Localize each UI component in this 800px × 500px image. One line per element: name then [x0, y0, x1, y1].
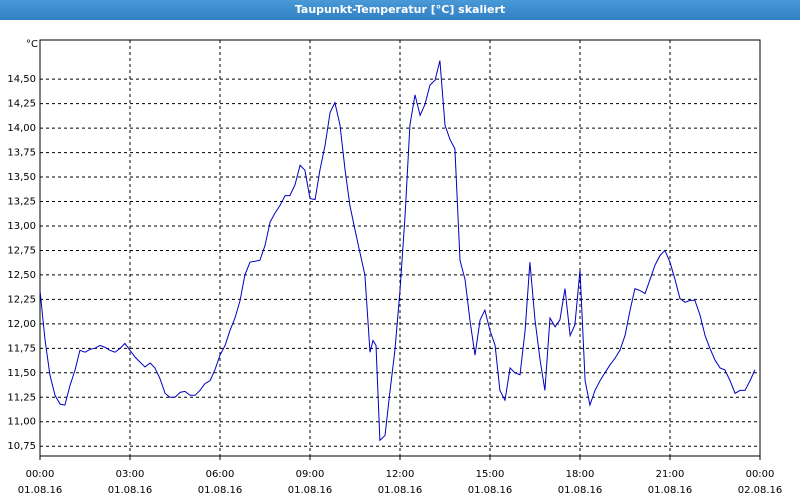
y-unit: °C: [26, 39, 38, 50]
y-tick-label: 11,50: [7, 368, 36, 379]
x-tick-date: 01.08.16: [18, 485, 63, 496]
x-tick-label: 15:00: [476, 469, 505, 480]
x-tick-label: 03:00: [116, 469, 145, 480]
x-tick-label: 21:00: [656, 469, 685, 480]
chart: °C 10,75 11,00 11,25 11,50 11,75 12,00 12,25 12…: [7, 39, 783, 496]
x-tick-date: 01.08.16: [468, 485, 513, 496]
y-tick-label: 13,00: [7, 221, 36, 232]
y-tick-label: 11,25: [7, 392, 36, 403]
y-tick-label: 10,75: [7, 441, 36, 452]
x-tick-label: 12:00: [386, 469, 415, 480]
y-tick-label: 12,25: [7, 294, 36, 305]
y-tick-label: 12,00: [7, 319, 36, 330]
x-tick-label: 09:00: [296, 469, 325, 480]
y-tick-label: 14,00: [7, 123, 36, 134]
plot-frame: [39, 39, 761, 457]
x-tick-label: 00:00: [746, 469, 775, 480]
y-tick-label: 13,25: [7, 197, 36, 208]
y-tick-label: 11,75: [7, 343, 36, 354]
y-tick-label: 12,50: [7, 270, 36, 281]
window-title: Taupunkt-Temperatur [°C] skaliert: [0, 0, 800, 20]
x-tick-date: 01.08.16: [558, 485, 603, 496]
x-tick-date: 01.08.16: [648, 485, 693, 496]
y-tick-label: 11,00: [7, 417, 36, 428]
x-tick-date: 01.08.16: [378, 485, 423, 496]
y-tick-label: 13,75: [7, 148, 36, 159]
x-tick-date: 01.08.16: [108, 485, 153, 496]
x-tick-date: 01.08.16: [288, 485, 333, 496]
y-tick-label: 14,50: [7, 74, 36, 85]
y-tick-label: 12,75: [7, 245, 36, 256]
x-tick-label: 06:00: [206, 469, 235, 480]
y-tick-label: 13,50: [7, 172, 36, 183]
x-tick-date: 01.08.16: [198, 485, 243, 496]
x-tick-label: 18:00: [566, 469, 595, 480]
x-tick-label: 00:00: [26, 469, 55, 480]
x-tick-date: 02.08.16: [738, 485, 783, 496]
data-line: [39, 60, 756, 442]
y-tick-label: 14,25: [7, 99, 36, 110]
